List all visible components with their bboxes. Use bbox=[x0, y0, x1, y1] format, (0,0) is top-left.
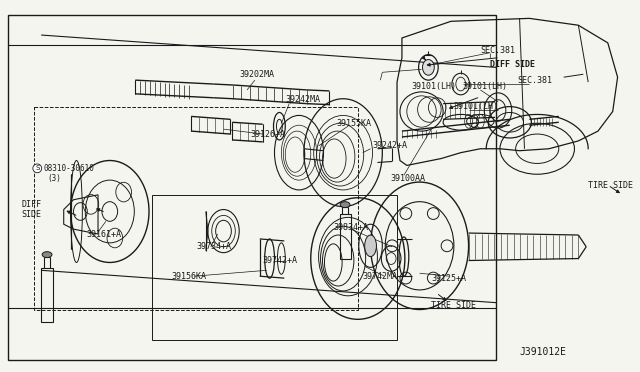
Text: 39100AA: 39100AA bbox=[390, 174, 425, 183]
Text: 39202MA: 39202MA bbox=[239, 70, 274, 79]
Text: 39101(LH): 39101(LH) bbox=[453, 102, 498, 111]
Text: 39125+A: 39125+A bbox=[431, 274, 467, 283]
Text: 39101(LH): 39101(LH) bbox=[463, 83, 508, 92]
Text: 39242MA: 39242MA bbox=[285, 95, 320, 104]
Text: 39734+A: 39734+A bbox=[196, 242, 231, 251]
Bar bbox=[35, 107, 358, 311]
Text: (3): (3) bbox=[47, 174, 61, 183]
Text: TIRE SIDE: TIRE SIDE bbox=[431, 301, 476, 310]
Text: 39242+A: 39242+A bbox=[372, 141, 408, 150]
Bar bbox=[152, 195, 397, 340]
Ellipse shape bbox=[42, 252, 52, 257]
Ellipse shape bbox=[340, 202, 350, 208]
Ellipse shape bbox=[422, 60, 435, 75]
Text: SEC.381: SEC.381 bbox=[518, 76, 552, 84]
Text: 39834+A: 39834+A bbox=[333, 223, 368, 232]
Bar bbox=[340, 214, 351, 259]
Text: 39126+A: 39126+A bbox=[250, 129, 285, 138]
Text: 39742+A: 39742+A bbox=[263, 256, 298, 265]
Text: DIFF
SIDE: DIFF SIDE bbox=[22, 200, 42, 219]
Text: J391012E: J391012E bbox=[520, 347, 566, 357]
Bar bbox=[41, 268, 53, 322]
Text: 39742MA: 39742MA bbox=[363, 272, 397, 281]
Ellipse shape bbox=[365, 235, 376, 257]
Text: 08310-30610: 08310-30610 bbox=[43, 164, 94, 173]
Bar bbox=[8, 15, 496, 360]
Text: 39155KA: 39155KA bbox=[336, 119, 371, 128]
Text: DIFF SIDE: DIFF SIDE bbox=[490, 60, 535, 69]
Text: 39161+A: 39161+A bbox=[86, 230, 121, 238]
Text: 39101(LH): 39101(LH) bbox=[412, 83, 457, 92]
Text: S: S bbox=[35, 166, 40, 171]
Text: 39156KA: 39156KA bbox=[172, 272, 207, 281]
Text: TIRE SIDE: TIRE SIDE bbox=[588, 180, 633, 189]
Text: SEC.381: SEC.381 bbox=[481, 46, 515, 55]
